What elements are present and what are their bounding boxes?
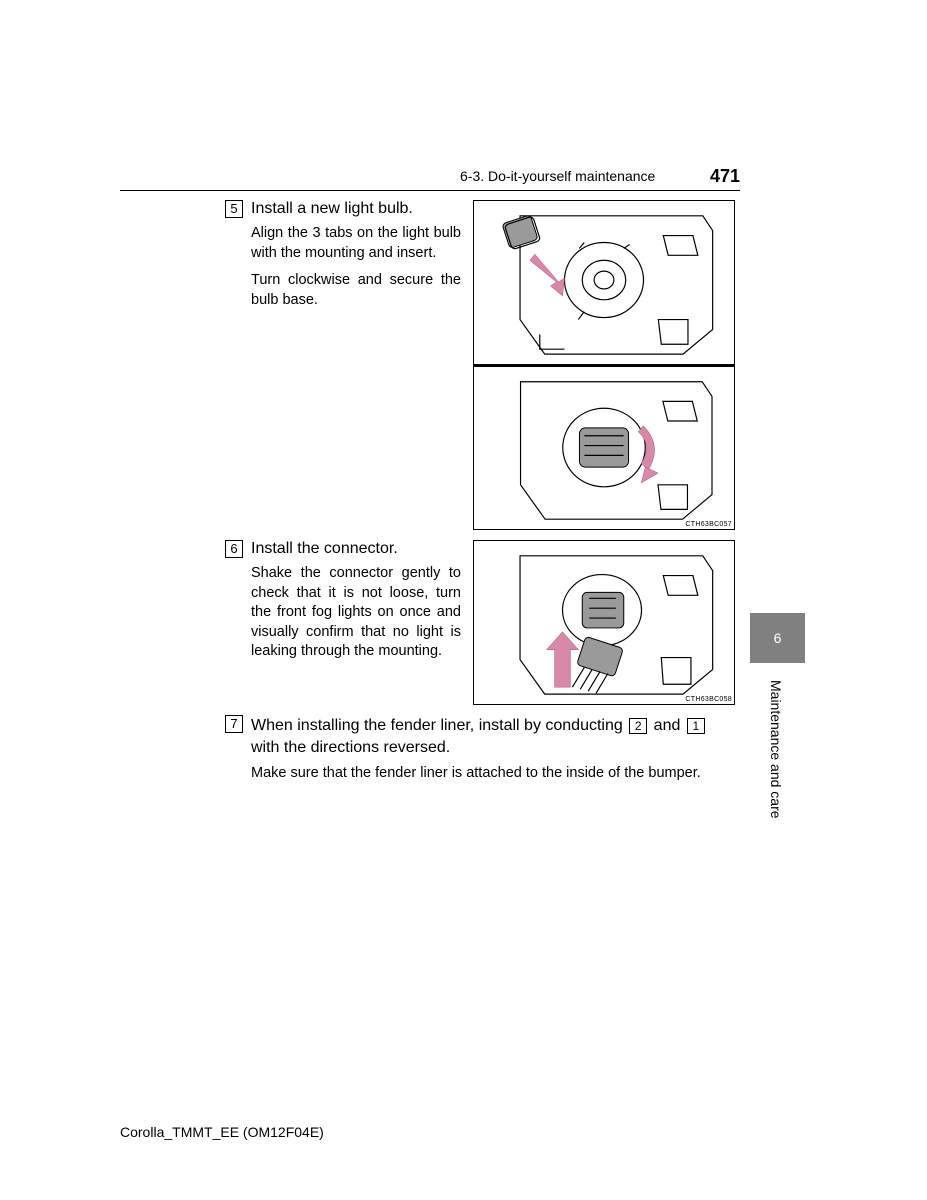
step-6-figure-col: CTH63BC058 [473, 540, 735, 705]
step-7-text-b: and [649, 717, 685, 734]
step-5-p2: Turn clockwise and secure the bulb base. [251, 271, 461, 310]
step-7-row: 7 When installing the fender liner, inst… [225, 715, 735, 792]
step-6-text: Install the connector. Shake the connect… [251, 540, 461, 705]
page-number: 471 [710, 166, 740, 187]
step-5-row: 5 Install a new light bulb. Align the 3 … [225, 200, 735, 530]
ref-step-1: 1 [687, 718, 705, 734]
step-5-text: Install a new light bulb. Align the 3 ta… [251, 200, 461, 530]
step-7-body: When installing the fender liner, instal… [251, 715, 735, 792]
step-5-number: 5 [225, 200, 243, 218]
step-7-text-c: with the directions reversed. [251, 739, 450, 756]
chapter-tab: 6 [750, 613, 805, 663]
figure-6-id: CTH63BC058 [685, 696, 732, 703]
figure-6: CTH63BC058 [473, 540, 735, 705]
figure-5a [473, 200, 735, 365]
step-6-title: Install the connector. [251, 540, 461, 558]
content-area: 5 Install a new light bulb. Align the 3 … [225, 200, 735, 800]
figure-5-id: CTH63BC057 [685, 521, 732, 528]
footer-text: Corolla_TMMT_EE (OM12F04E) [120, 1124, 324, 1140]
section-header: 6-3. Do-it-yourself maintenance [460, 168, 655, 184]
step-6-number: 6 [225, 540, 243, 558]
step-7-text-a: When installing the fender liner, instal… [251, 717, 627, 734]
header-rule [120, 190, 740, 191]
step-7-p1: Make sure that the fender liner is attac… [251, 764, 735, 784]
figure-5b: CTH63BC057 [473, 365, 735, 530]
step-6-p1: Shake the connector gently to check that… [251, 564, 461, 662]
step-5-figures: CTH63BC057 [473, 200, 735, 530]
step-7-title: When installing the fender liner, instal… [251, 715, 735, 758]
step-5-title: Install a new light bulb. [251, 200, 461, 218]
step-6-row: 6 Install the connector. Shake the conne… [225, 540, 735, 705]
ref-step-2: 2 [629, 718, 647, 734]
chapter-label: Maintenance and care [768, 680, 784, 819]
step-7-number: 7 [225, 715, 243, 733]
step-5-p1: Align the 3 tabs on the light bulb with … [251, 224, 461, 263]
